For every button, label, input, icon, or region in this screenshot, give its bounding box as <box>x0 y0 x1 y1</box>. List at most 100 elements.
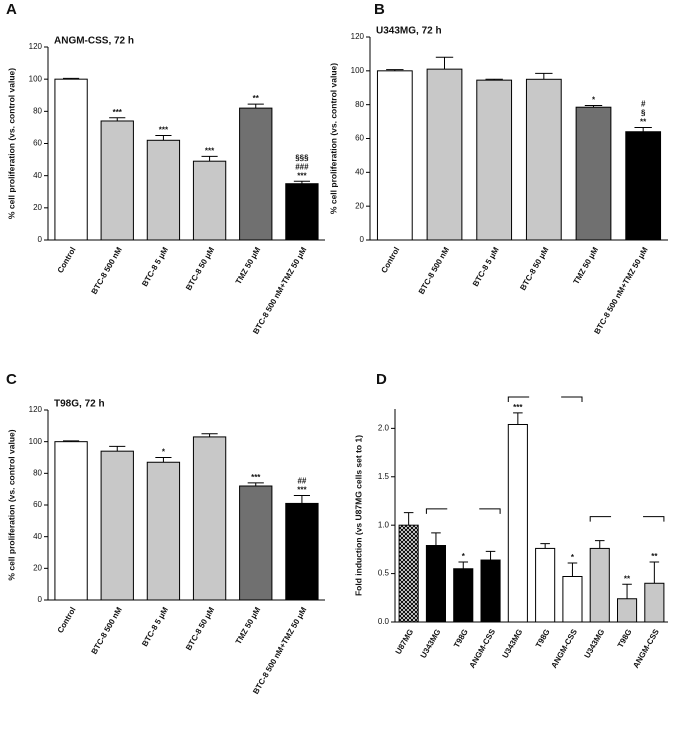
bar <box>575 106 612 241</box>
significance-mark: ## <box>297 477 306 486</box>
y-tick-label: 80 <box>33 468 42 477</box>
error-bar <box>485 550 496 561</box>
y-tick-label: 60 <box>33 500 42 509</box>
error-bar <box>649 561 660 584</box>
significance-mark: *** <box>297 486 307 495</box>
error-bar <box>109 117 126 121</box>
bar <box>376 70 413 241</box>
x-tick-label: BTC-8 500 nM+TMZ 50 μM <box>251 605 308 695</box>
x-tick-label: U343MG <box>583 628 607 660</box>
error-bar <box>293 180 310 184</box>
significance-mark: *** <box>251 473 261 482</box>
error-bar <box>622 583 632 599</box>
y-tick-label: 80 <box>33 106 42 115</box>
y-tick-label: 40 <box>33 532 42 541</box>
error-bar <box>293 495 310 504</box>
error-bar <box>201 155 218 162</box>
error-bar <box>567 562 578 577</box>
y-tick-label: 120 <box>351 32 365 41</box>
bar <box>192 160 227 241</box>
significance-mark: *** <box>513 403 523 412</box>
x-tick-label: Control <box>56 246 78 275</box>
y-tick-label: 100 <box>351 66 365 75</box>
bar <box>398 524 419 623</box>
significance-mark: §§§ <box>295 153 309 162</box>
y-tick-label: 1.0 <box>378 520 390 529</box>
y-tick-label: 60 <box>355 134 364 143</box>
bar <box>425 545 447 623</box>
y-tick-label: 2.0 <box>378 423 390 432</box>
x-tick-label: U343MG <box>419 628 443 660</box>
bar <box>644 582 665 623</box>
bar <box>146 139 181 241</box>
error-bar <box>247 103 264 109</box>
error-bar <box>155 457 172 463</box>
significance-mark: ### <box>295 162 309 171</box>
x-tick-label: U87MG <box>394 628 416 656</box>
bar <box>192 436 227 601</box>
significance-mark: *** <box>297 171 307 180</box>
panel-letter: D <box>376 371 387 388</box>
panel-letter: A <box>6 1 17 18</box>
x-tick-label: BTC-8 500 nM+TMZ 50 μM <box>251 245 308 335</box>
error-bar <box>634 127 652 132</box>
x-tick-label: ANGM-CSS <box>631 627 661 670</box>
x-tick-label: ANGM-CSS <box>468 627 498 670</box>
y-tick-label: 0.5 <box>378 569 390 578</box>
significance-mark: # <box>641 100 646 109</box>
significance-mark: ** <box>651 552 658 561</box>
y-tick-label: 100 <box>29 437 43 446</box>
error-bar <box>594 540 605 549</box>
bar <box>535 547 556 623</box>
x-tick-label: ANGM-CSS <box>549 627 579 670</box>
x-tick-label: T98G <box>616 628 634 650</box>
bar <box>54 441 88 601</box>
bar <box>589 547 610 623</box>
group-label-bg <box>529 391 562 403</box>
x-tick-label: BTC-8 5 μM <box>471 245 501 288</box>
error-bar <box>63 77 80 80</box>
x-tick-label: U343MG <box>501 628 525 660</box>
x-tick-label: BTC-8 5 μM <box>140 605 170 648</box>
significance-mark: ** <box>253 94 260 103</box>
bar <box>480 559 501 623</box>
y-tick-label: 0 <box>360 235 365 244</box>
bar <box>100 120 134 241</box>
bar <box>562 575 583 623</box>
error-bar <box>584 105 603 108</box>
significance-mark: *** <box>159 126 169 135</box>
error-bar <box>435 56 454 70</box>
error-bar <box>63 440 80 442</box>
error-bar <box>535 72 553 80</box>
x-tick-label: Control <box>379 246 401 275</box>
group-label-bg <box>447 502 480 515</box>
x-tick-label: Control <box>56 606 78 635</box>
significance-mark: ** <box>640 118 647 127</box>
bar <box>146 461 181 601</box>
significance-mark: ** <box>624 574 631 583</box>
y-tick-label: 20 <box>33 203 42 212</box>
error-bar <box>247 482 264 486</box>
y-tick-label: 40 <box>33 171 42 180</box>
error-bar <box>431 532 441 546</box>
x-tick-label: T98G <box>452 628 470 650</box>
y-tick-label: 80 <box>355 100 364 109</box>
error-bar <box>540 543 550 549</box>
error-bar <box>109 445 126 452</box>
y-tick-label: 20 <box>33 563 42 572</box>
x-tick-label: TMZ 50 μM <box>234 605 263 646</box>
error-bar <box>403 512 414 526</box>
panel-title: ANGM-CSS, 72 h <box>54 36 134 47</box>
significance-mark: § <box>641 109 646 118</box>
bar <box>625 131 662 241</box>
panel-letter: C <box>6 371 17 388</box>
bar <box>285 183 319 241</box>
y-tick-label: 0 <box>38 235 43 244</box>
bar <box>616 598 638 623</box>
significance-mark: * <box>571 553 575 562</box>
significance-mark: * <box>462 552 466 561</box>
x-tick-label: BTC-8 50 μM <box>184 245 216 292</box>
significance-mark: *** <box>205 146 215 155</box>
